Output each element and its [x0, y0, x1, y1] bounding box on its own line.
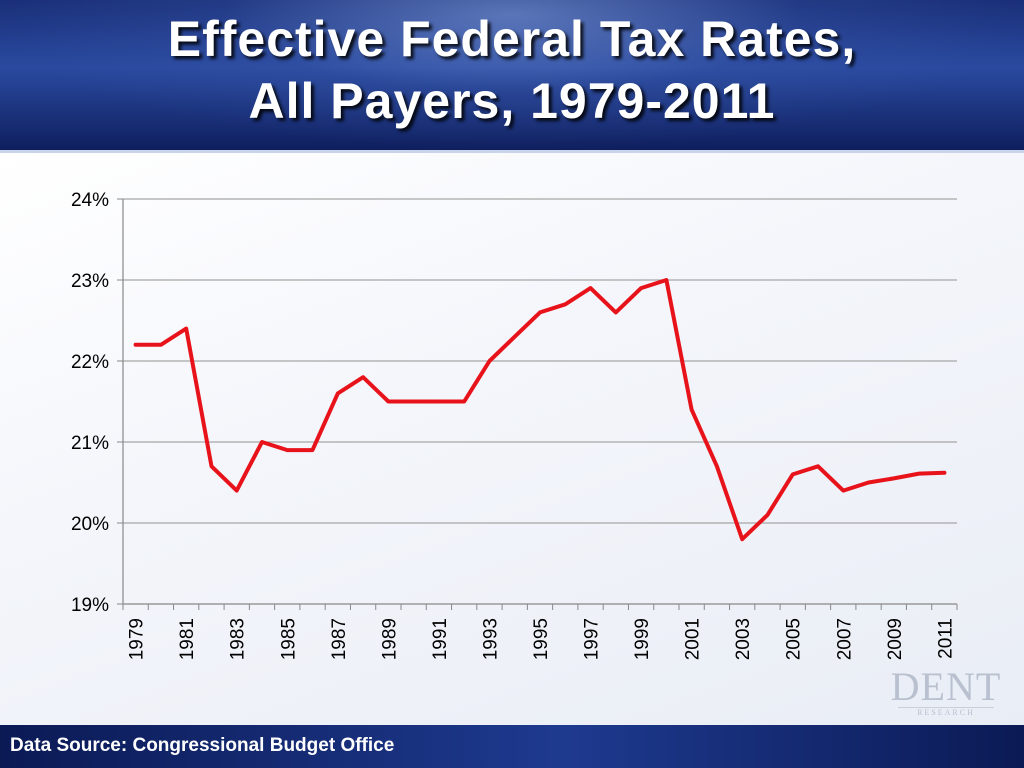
x-tick-label: 1999	[632, 618, 653, 660]
series-line	[133, 278, 947, 542]
y-tick-label: 22%	[71, 352, 109, 373]
gridlines	[123, 198, 957, 524]
y-tick-label: 23%	[71, 271, 109, 292]
footer-bar: Data Source: Congressional Budget Office	[0, 725, 1024, 768]
x-tick-labels: 1979 1981 1983 1985 1987 1989 1991 1993 1995 1997…	[127, 618, 957, 660]
x-tick-label: 2003	[733, 618, 754, 660]
data-source-label: Data Source: Congressional Budget Office	[10, 735, 395, 756]
x-tick-label: 2011	[935, 618, 956, 659]
series-layer	[133, 278, 947, 542]
x-tick-label: 1993	[480, 618, 501, 660]
x-tick-label: 1979	[127, 618, 148, 660]
logo-subtitle: RESEARCH	[898, 707, 994, 717]
plot-background	[0, 153, 1024, 725]
x-tick-label: 2007	[834, 618, 855, 660]
x-tick-label: 1985	[278, 618, 299, 660]
title-line-1: Effective Federal Tax Rates,	[167, 11, 857, 67]
dent-research-logo: DENT RESEARCH	[880, 664, 1012, 718]
x-tick-label: 2005	[784, 618, 805, 660]
line-chart: 19%20%21%22%23%24% 1979 1981 1983 1985 1987 1…	[71, 190, 958, 660]
axes	[117, 198, 958, 610]
y-tick-label: 24%	[71, 190, 109, 211]
y-tick-labels: 19% 20% 21% 22% 23% 24%	[71, 190, 109, 616]
x-tick-label: 1987	[329, 618, 350, 660]
x-tick-label: 2009	[885, 618, 906, 660]
y-tick-label: 19%	[71, 595, 109, 616]
x-tick-label: 1995	[531, 618, 552, 660]
x-tick-label: 1991	[430, 618, 451, 660]
title-banner: Effective Federal Tax Rates, All Payers,…	[0, 0, 1024, 153]
slide-title: Effective Federal Tax Rates, All Payers,…	[0, 8, 1024, 132]
y-tick-label: 20%	[71, 514, 109, 535]
x-tick-label: 1981	[177, 618, 198, 660]
y-tick-label: 21%	[71, 433, 109, 454]
x-tick-label: 2001	[683, 618, 704, 660]
logo-wordmark: DENT	[890, 664, 1002, 709]
x-tick-label: 1997	[582, 618, 603, 660]
x-tick-label: 1983	[228, 618, 249, 660]
x-tick-label: 1989	[379, 618, 400, 660]
title-line-2: All Payers, 1979-2011	[248, 73, 776, 129]
